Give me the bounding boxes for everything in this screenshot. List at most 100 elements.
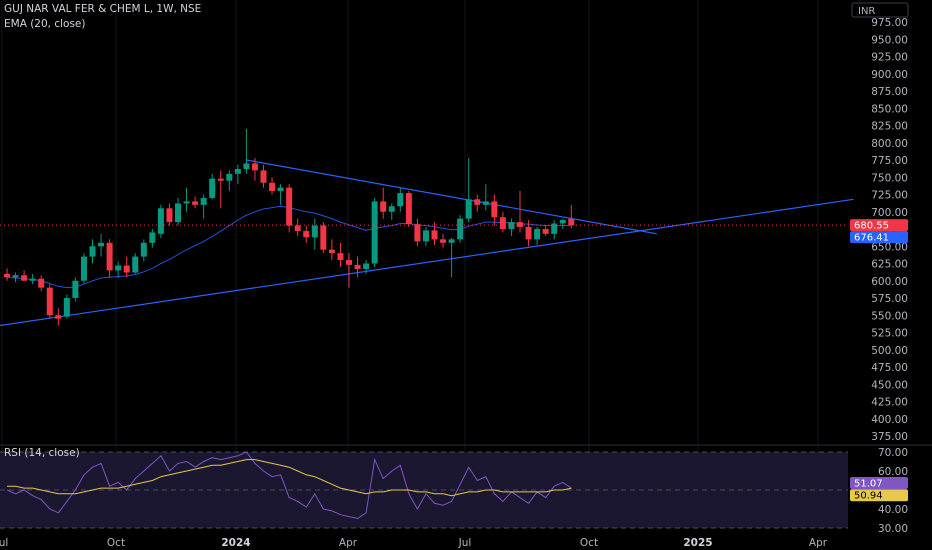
candle-body[interactable]: [551, 223, 558, 234]
price-tick-label: 750.00: [871, 172, 908, 184]
candle-body[interactable]: [157, 208, 164, 234]
candle-body[interactable]: [209, 178, 216, 198]
rsi-tick-label: 40.00: [878, 504, 908, 516]
candle-body[interactable]: [192, 201, 199, 205]
price-tick-label: 725.00: [871, 190, 908, 202]
candle-body[interactable]: [260, 170, 267, 183]
trendline[interactable]: [0, 198, 854, 327]
price-tick-label: 775.00: [871, 155, 908, 167]
candle-body[interactable]: [269, 182, 276, 192]
price-tick-label: 400.00: [871, 414, 908, 426]
candle-body[interactable]: [380, 201, 387, 212]
candle-body[interactable]: [337, 253, 344, 261]
candle-body[interactable]: [534, 229, 541, 240]
rsi-value: 51.07: [854, 478, 883, 489]
rsi-lines: [6, 451, 572, 520]
candle-body[interactable]: [294, 225, 301, 232]
trendlines[interactable]: [0, 159, 854, 327]
trendline[interactable]: [246, 159, 657, 235]
candle-body[interactable]: [371, 201, 378, 264]
last-price-tag: 680.55: [850, 219, 908, 232]
candle-body[interactable]: [226, 173, 233, 181]
candle-body[interactable]: [123, 265, 130, 273]
candle-body[interactable]: [508, 222, 515, 229]
price-tick-label: 600.00: [871, 276, 908, 288]
candle-body[interactable]: [542, 229, 549, 234]
candle-body[interactable]: [559, 220, 566, 224]
candle-body[interactable]: [286, 187, 293, 226]
candle-body[interactable]: [175, 203, 181, 223]
candle-body[interactable]: [448, 239, 455, 243]
candle-body[interactable]: [422, 230, 429, 242]
time-tick-label: Apr: [809, 537, 828, 549]
candle-body[interactable]: [38, 278, 45, 288]
rsi-tick-label: 30.00: [878, 523, 908, 535]
candle-body[interactable]: [474, 199, 481, 205]
candle-body[interactable]: [21, 275, 28, 281]
candle-body[interactable]: [12, 275, 19, 278]
candle-body[interactable]: [414, 224, 421, 242]
candle-body[interactable]: [243, 163, 250, 169]
price-tick-label: 425.00: [871, 397, 908, 409]
candle-body[interactable]: [55, 315, 62, 319]
candle-body[interactable]: [277, 187, 284, 192]
candle-body[interactable]: [183, 201, 190, 204]
rsi-tick-label: 60.00: [878, 466, 908, 478]
candles[interactable]: [4, 128, 575, 326]
rsi-legend[interactable]: RSI (14, close): [4, 447, 80, 459]
currency-badge[interactable]: INR: [851, 2, 909, 18]
candle-body[interactable]: [517, 222, 523, 227]
ema-price-value: 676.41: [854, 233, 889, 244]
rsi-level-lines: [0, 451, 848, 529]
candle-body[interactable]: [303, 231, 310, 238]
candle-body[interactable]: [311, 225, 318, 238]
time-axis[interactable]: Jul Oct 2024 Apr Jul Oct 2025 Apr: [0, 537, 828, 549]
candle-body[interactable]: [251, 163, 258, 171]
candle-body[interactable]: [457, 218, 464, 240]
candle-body[interactable]: [346, 260, 352, 265]
candle-body[interactable]: [89, 246, 96, 257]
candle-body[interactable]: [200, 197, 207, 205]
candle-body[interactable]: [388, 206, 395, 212]
candle-body[interactable]: [46, 287, 53, 316]
candle-body[interactable]: [132, 256, 139, 273]
candle-body[interactable]: [166, 208, 173, 223]
candle-body[interactable]: [405, 193, 412, 225]
candle-body[interactable]: [499, 217, 506, 229]
candle-body[interactable]: [320, 225, 327, 250]
candle-body[interactable]: [491, 201, 498, 218]
candle-body[interactable]: [234, 168, 241, 174]
candle-body[interactable]: [140, 242, 147, 257]
rsi-tick-label: 70.00: [878, 447, 908, 459]
ema-legend[interactable]: EMA (20, close): [4, 18, 86, 30]
candle-body[interactable]: [363, 263, 370, 270]
candle-body[interactable]: [568, 218, 575, 226]
candle-body[interactable]: [98, 242, 105, 247]
candle-body[interactable]: [80, 256, 87, 281]
candle-body[interactable]: [397, 193, 404, 207]
candle-body[interactable]: [465, 199, 472, 219]
candle-body[interactable]: [440, 239, 447, 243]
candle-body[interactable]: [354, 264, 361, 270]
time-tick-label: 2025: [683, 537, 712, 549]
candle-body[interactable]: [482, 201, 489, 205]
candle-body[interactable]: [149, 232, 156, 243]
candle-body[interactable]: [115, 265, 122, 271]
candle-body[interactable]: [328, 249, 335, 254]
price-tick-label: 525.00: [871, 328, 908, 340]
candle-body[interactable]: [431, 230, 438, 240]
candle-body[interactable]: [63, 298, 70, 317]
rsi-ma-series: [7, 459, 572, 497]
price-axis[interactable]: 975.00 950.00 925.00 900.00 875.00 850.00 825.…: [871, 17, 908, 443]
candle-body[interactable]: [217, 178, 224, 181]
candle-body[interactable]: [525, 226, 532, 240]
candle-body[interactable]: [29, 278, 36, 281]
time-tick-label: Apr: [339, 537, 358, 549]
candle-body[interactable]: [4, 273, 10, 278]
candle-body[interactable]: [106, 242, 113, 271]
rsi-axis[interactable]: 70.00 60.00 40.00 30.00: [878, 447, 908, 535]
candle-body[interactable]: [72, 280, 79, 298]
price-tick-label: 950.00: [871, 34, 908, 46]
rsi-series: [6, 451, 572, 520]
